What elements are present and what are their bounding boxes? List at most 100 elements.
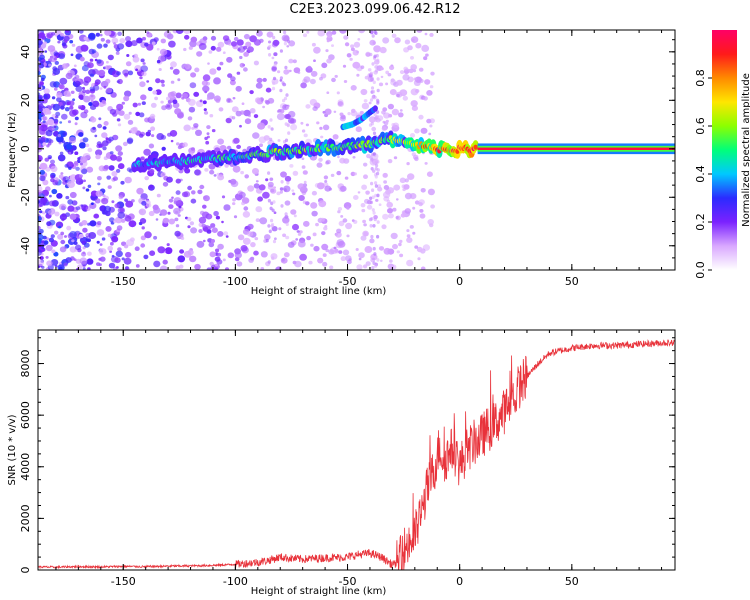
noise-speckle [116, 71, 121, 76]
noise-speckle [277, 70, 281, 74]
noise-speckle [396, 79, 403, 86]
noise-speckle [348, 258, 352, 262]
streak-speckle [373, 217, 377, 222]
noise-speckle [195, 129, 202, 136]
noise-speckle [90, 127, 97, 133]
noise-speckle [350, 44, 355, 48]
noise-speckle [81, 65, 89, 72]
noise-speckle [255, 82, 263, 89]
noise-speckle [39, 47, 43, 50]
noise-speckle [300, 82, 307, 89]
noise-speckle [420, 266, 426, 270]
noise-speckle [42, 179, 49, 186]
noise-speckle [416, 30, 423, 33]
noise-speckle [338, 250, 343, 254]
noise-speckle [365, 190, 370, 195]
noise-speckle [412, 206, 416, 210]
noise-speckle [170, 139, 174, 143]
noise-speckle [413, 77, 418, 81]
noise-speckle [176, 142, 180, 146]
noise-speckle [48, 200, 56, 207]
noise-speckle [303, 76, 311, 83]
noise-speckle [340, 256, 346, 262]
noise-speckle [340, 215, 344, 218]
noise-speckle [175, 92, 182, 99]
streak-speckle [272, 239, 277, 244]
streak-speckle [370, 121, 374, 126]
noise-speckle [243, 67, 248, 72]
noise-speckle [388, 113, 393, 118]
noise-speckle [411, 152, 416, 157]
noise-speckle [100, 37, 105, 42]
noise-speckle [125, 200, 134, 208]
noise-speckle [54, 121, 59, 125]
streak-speckle [375, 68, 379, 73]
noise-speckle [231, 106, 239, 113]
noise-speckle [154, 96, 159, 101]
streak-speckle [371, 195, 375, 199]
noise-speckle [222, 51, 226, 54]
noise-speckle [88, 102, 93, 106]
noise-speckle [144, 42, 149, 47]
noise-speckle [366, 153, 371, 159]
noise-speckle [39, 256, 44, 260]
noise-speckle [239, 55, 243, 60]
noise-speckle [306, 30, 310, 34]
noise-speckle [201, 223, 207, 228]
noise-speckle [146, 80, 150, 83]
noise-speckle [216, 259, 223, 265]
noise-speckle [406, 208, 410, 212]
noise-speckle [151, 134, 155, 138]
noise-speckle [302, 33, 308, 38]
noise-speckle [96, 43, 103, 49]
noise-speckle [318, 157, 323, 162]
noise-speckle [287, 241, 295, 248]
noise-speckle [322, 124, 330, 131]
noise-speckle [237, 234, 245, 241]
noise-speckle [38, 216, 42, 222]
noise-speckle [342, 249, 350, 256]
noise-speckle [207, 62, 210, 65]
noise-speckle [54, 87, 58, 91]
noise-speckle [277, 109, 282, 113]
noise-speckle [276, 191, 281, 196]
noise-speckle [325, 49, 329, 53]
noise-speckle [96, 240, 100, 244]
noise-speckle [148, 210, 155, 217]
noise-speckle [135, 111, 141, 117]
noise-speckle [83, 36, 88, 41]
noise-speckle [61, 113, 68, 120]
noise-speckle [168, 218, 176, 225]
noise-speckle [216, 66, 222, 71]
noise-speckle [160, 172, 166, 177]
noise-speckle [189, 221, 195, 226]
noise-speckle [213, 95, 221, 102]
noise-speckle [336, 170, 342, 176]
noise-speckle [410, 56, 414, 60]
noise-speckle [40, 124, 48, 132]
noise-speckle [381, 126, 387, 131]
noise-speckle [151, 41, 156, 46]
noise-speckle [419, 209, 424, 213]
noise-speckle [281, 34, 290, 42]
noise-speckle [162, 217, 170, 224]
noise-speckle [98, 257, 102, 261]
noise-speckle [173, 197, 182, 205]
noise-speckle [143, 254, 149, 260]
streak-speckle [374, 264, 378, 268]
noise-speckle [423, 56, 428, 61]
noise-speckle [133, 53, 139, 59]
noise-speckle [63, 262, 68, 267]
noise-speckle [231, 41, 237, 47]
noise-speckle [331, 77, 336, 83]
noise-speckle [46, 144, 50, 148]
noise-speckle [369, 238, 375, 244]
noise-speckle [38, 137, 46, 144]
noise-speckle [83, 95, 91, 103]
noise-speckle [328, 249, 335, 255]
noise-speckle [352, 61, 361, 69]
noise-speckle [63, 90, 71, 97]
noise-speckle [256, 77, 263, 84]
noise-speckle [59, 213, 67, 221]
